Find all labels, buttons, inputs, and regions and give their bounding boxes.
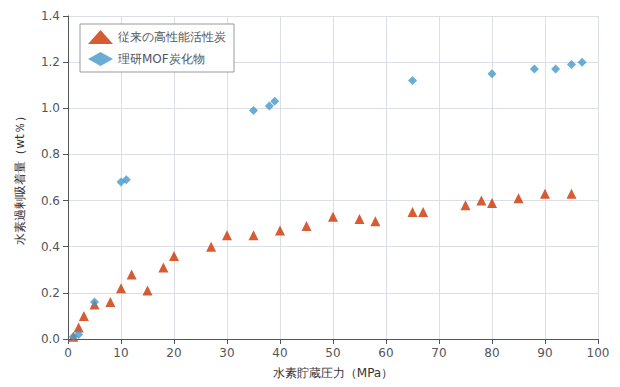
svg-text:1.4: 1.4 xyxy=(41,9,60,23)
svg-text:1.0: 1.0 xyxy=(41,101,60,115)
svg-text:70: 70 xyxy=(431,346,446,360)
svg-text:水素貯蔵圧力（MPa）: 水素貯蔵圧力（MPa） xyxy=(273,366,393,380)
svg-text:0.8: 0.8 xyxy=(41,147,60,161)
svg-text:20: 20 xyxy=(166,346,181,360)
svg-text:60: 60 xyxy=(378,346,393,360)
svg-text:40: 40 xyxy=(272,346,287,360)
svg-text:10: 10 xyxy=(113,346,128,360)
svg-text:1.2: 1.2 xyxy=(41,55,60,69)
svg-text:水素過剰吸着量（wt％）: 水素過剰吸着量（wt％） xyxy=(13,110,27,245)
svg-text:100: 100 xyxy=(587,346,610,360)
svg-text:80: 80 xyxy=(484,346,499,360)
svg-text:50: 50 xyxy=(325,346,340,360)
svg-text:30: 30 xyxy=(219,346,234,360)
svg-text:0.0: 0.0 xyxy=(41,332,60,346)
svg-text:0.2: 0.2 xyxy=(41,286,60,300)
svg-text:0.4: 0.4 xyxy=(41,240,60,254)
svg-text:0.6: 0.6 xyxy=(41,194,60,208)
svg-text:理研MOF炭化物: 理研MOF炭化物 xyxy=(118,52,205,66)
svg-text:従来の高性能活性炭: 従来の高性能活性炭 xyxy=(118,30,226,44)
svg-text:0: 0 xyxy=(64,346,72,360)
svg-text:90: 90 xyxy=(537,346,552,360)
